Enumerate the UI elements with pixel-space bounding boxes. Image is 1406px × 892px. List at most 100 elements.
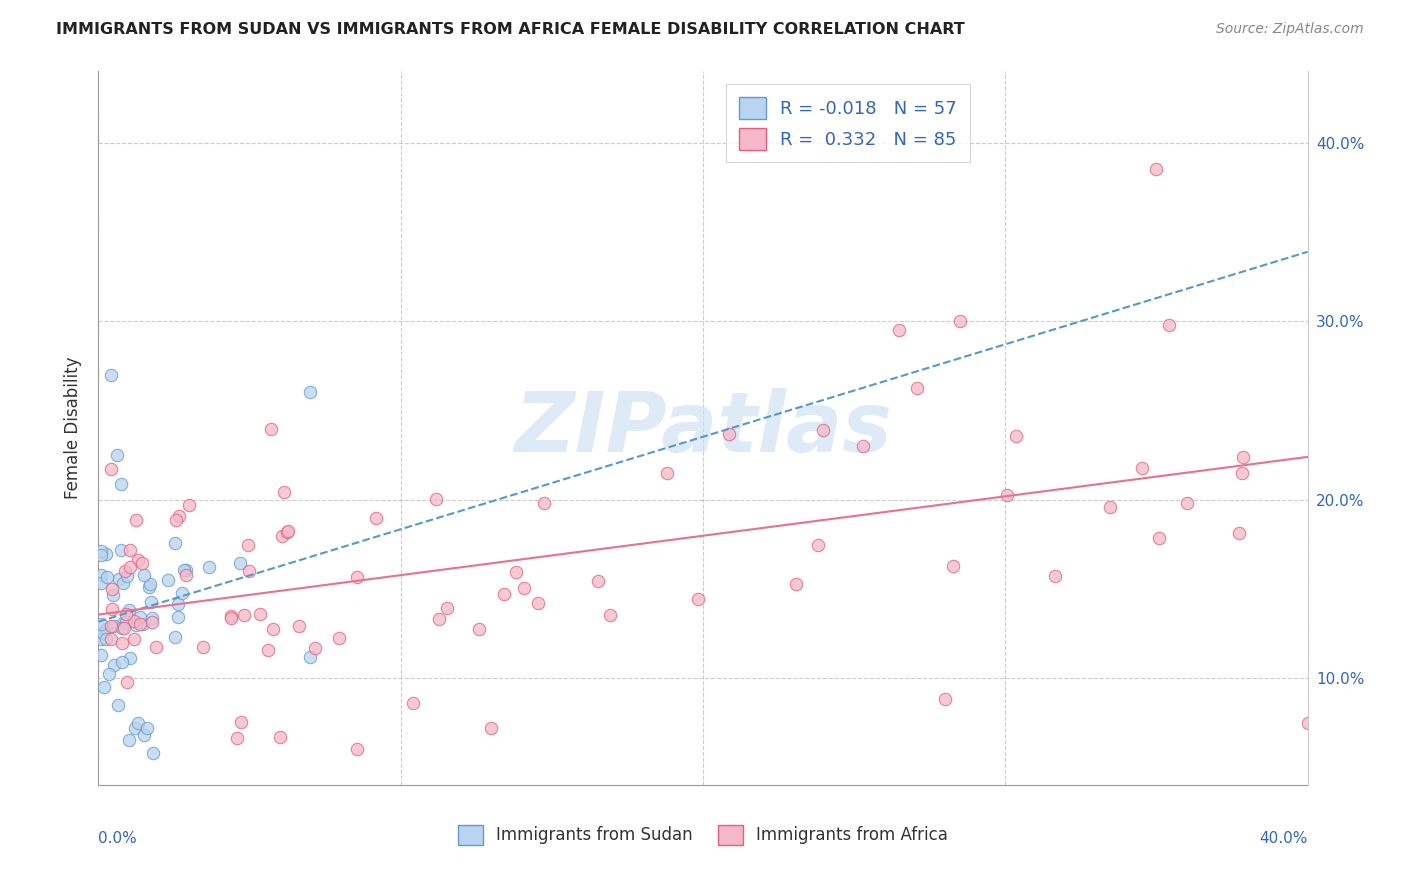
Point <box>103 658 125 673</box>
Point <box>228 557 250 571</box>
Point <box>94 632 117 646</box>
Point <box>125 513 148 527</box>
Point <box>142 746 165 760</box>
Point <box>226 731 249 745</box>
Point <box>174 568 197 582</box>
Point <box>1296 715 1319 730</box>
Point <box>299 385 322 400</box>
Point <box>173 563 195 577</box>
Point <box>110 476 132 491</box>
Point <box>125 618 148 632</box>
Point <box>129 610 152 624</box>
Point <box>852 439 875 453</box>
Point <box>141 615 163 630</box>
Point <box>100 462 122 476</box>
Point <box>686 592 709 607</box>
Point <box>468 622 491 636</box>
Point <box>129 616 152 631</box>
Point <box>811 423 834 437</box>
Point <box>527 596 550 610</box>
Point <box>193 640 215 654</box>
Point <box>90 568 112 582</box>
Point <box>533 496 555 510</box>
Point <box>107 698 129 712</box>
Point <box>176 563 198 577</box>
Point <box>167 609 190 624</box>
Point <box>132 567 155 582</box>
Point <box>586 574 609 588</box>
Point <box>138 577 160 591</box>
Point <box>114 564 136 578</box>
Point <box>111 656 134 670</box>
Point <box>1147 531 1170 545</box>
Y-axis label: Female Disability: Female Disability <box>65 357 83 500</box>
Point <box>100 602 122 616</box>
Point <box>165 630 187 644</box>
Point <box>118 603 141 617</box>
Point <box>288 619 311 633</box>
Text: Source: ZipAtlas.com: Source: ZipAtlas.com <box>1216 22 1364 37</box>
Point <box>100 619 122 633</box>
Point <box>165 513 187 527</box>
Point <box>118 651 141 665</box>
Point <box>995 488 1018 502</box>
Point <box>90 617 112 632</box>
Point <box>117 675 139 690</box>
Point <box>165 535 187 549</box>
Point <box>167 509 190 524</box>
Point <box>127 553 149 567</box>
Point <box>236 538 259 552</box>
Point <box>402 696 425 710</box>
Point <box>427 612 450 626</box>
Point <box>1232 450 1254 464</box>
Point <box>90 544 112 558</box>
Point <box>131 556 153 570</box>
Point <box>481 721 503 735</box>
Point <box>118 560 141 574</box>
Point <box>111 616 134 631</box>
Point <box>219 609 242 624</box>
Point <box>949 314 972 328</box>
Text: ZIPatlas: ZIPatlas <box>515 388 891 468</box>
Point <box>1045 569 1067 583</box>
Point <box>1232 466 1254 480</box>
Point <box>785 577 807 591</box>
Point <box>90 576 112 591</box>
Point <box>269 731 291 745</box>
Point <box>513 581 536 595</box>
Point <box>111 621 134 635</box>
Point <box>139 594 162 608</box>
Point <box>122 614 145 628</box>
Point <box>346 570 368 584</box>
Point <box>238 564 260 578</box>
Point <box>170 585 193 599</box>
Point <box>110 542 132 557</box>
Point <box>942 559 965 574</box>
Point <box>101 588 124 602</box>
Point <box>97 666 120 681</box>
Text: 40.0%: 40.0% <box>1260 831 1308 847</box>
Point <box>328 631 350 645</box>
Point <box>905 381 928 395</box>
Point <box>299 649 322 664</box>
Point <box>112 622 135 636</box>
Point <box>934 692 956 706</box>
Point <box>1175 496 1198 510</box>
Point <box>96 570 118 584</box>
Point <box>115 568 138 582</box>
Text: 0.0%: 0.0% <box>98 831 138 847</box>
Point <box>94 548 117 562</box>
Point <box>94 622 117 636</box>
Point <box>124 632 146 647</box>
Point <box>136 722 159 736</box>
Point <box>1005 429 1028 443</box>
Point <box>271 529 294 543</box>
Point <box>346 742 368 756</box>
Point <box>90 548 112 562</box>
Legend: Immigrants from Sudan, Immigrants from Africa: Immigrants from Sudan, Immigrants from A… <box>451 818 955 852</box>
Point <box>91 626 114 640</box>
Point <box>273 484 295 499</box>
Point <box>90 632 112 647</box>
Point <box>260 422 283 436</box>
Point <box>156 574 179 588</box>
